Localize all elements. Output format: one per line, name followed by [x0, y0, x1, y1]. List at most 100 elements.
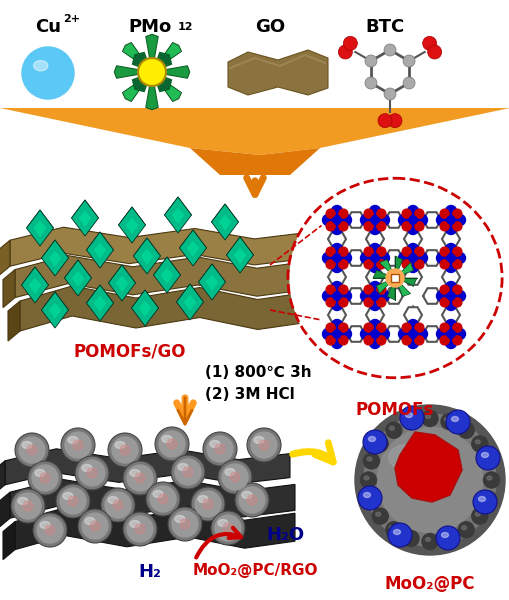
- Polygon shape: [118, 207, 145, 243]
- Circle shape: [370, 254, 378, 262]
- Circle shape: [369, 223, 380, 235]
- Circle shape: [259, 440, 268, 450]
- Circle shape: [101, 488, 135, 522]
- Polygon shape: [153, 257, 166, 277]
- Polygon shape: [394, 262, 413, 278]
- Ellipse shape: [425, 415, 430, 419]
- Circle shape: [221, 464, 247, 490]
- Polygon shape: [85, 200, 98, 220]
- Circle shape: [363, 209, 373, 218]
- Polygon shape: [131, 290, 145, 310]
- Circle shape: [113, 500, 123, 510]
- Polygon shape: [192, 230, 206, 250]
- Polygon shape: [0, 461, 5, 495]
- Polygon shape: [211, 204, 224, 224]
- Circle shape: [472, 490, 496, 514]
- Circle shape: [19, 437, 45, 463]
- Circle shape: [340, 329, 351, 340]
- Polygon shape: [131, 52, 152, 72]
- Circle shape: [483, 472, 498, 488]
- Circle shape: [376, 247, 385, 256]
- Ellipse shape: [85, 517, 95, 524]
- Text: POMOFs/GO: POMOFs/GO: [74, 342, 186, 360]
- Circle shape: [402, 247, 410, 256]
- Circle shape: [416, 214, 427, 226]
- Ellipse shape: [474, 440, 479, 444]
- Circle shape: [475, 446, 499, 470]
- Circle shape: [79, 460, 105, 486]
- Circle shape: [360, 253, 371, 263]
- Polygon shape: [41, 240, 55, 260]
- Circle shape: [363, 260, 373, 269]
- Circle shape: [439, 298, 448, 307]
- Circle shape: [325, 285, 334, 294]
- Text: H₂O: H₂O: [265, 526, 303, 544]
- Circle shape: [471, 436, 487, 452]
- Circle shape: [446, 330, 454, 338]
- Circle shape: [322, 290, 333, 301]
- Circle shape: [385, 422, 401, 438]
- Polygon shape: [233, 248, 246, 264]
- Circle shape: [416, 329, 427, 340]
- Circle shape: [40, 473, 50, 483]
- Polygon shape: [390, 274, 398, 282]
- Ellipse shape: [441, 533, 447, 538]
- Text: MoO₂@PC: MoO₂@PC: [384, 575, 474, 593]
- Circle shape: [45, 525, 55, 535]
- Polygon shape: [8, 301, 20, 341]
- Circle shape: [369, 319, 380, 331]
- Polygon shape: [205, 275, 218, 291]
- Circle shape: [363, 453, 379, 469]
- Polygon shape: [26, 210, 40, 230]
- Circle shape: [127, 516, 153, 542]
- Circle shape: [440, 530, 456, 547]
- Circle shape: [376, 260, 385, 269]
- Circle shape: [360, 290, 371, 301]
- Circle shape: [15, 433, 49, 467]
- Polygon shape: [372, 271, 394, 278]
- Polygon shape: [218, 215, 231, 231]
- Polygon shape: [394, 278, 410, 296]
- Polygon shape: [145, 290, 158, 310]
- Ellipse shape: [366, 495, 371, 499]
- Text: GO: GO: [254, 18, 285, 36]
- Circle shape: [407, 337, 418, 349]
- Circle shape: [402, 413, 418, 430]
- Polygon shape: [179, 230, 206, 266]
- Ellipse shape: [162, 436, 172, 443]
- Circle shape: [387, 523, 411, 547]
- Polygon shape: [132, 207, 145, 227]
- Circle shape: [408, 254, 416, 262]
- Polygon shape: [48, 251, 61, 267]
- Circle shape: [402, 336, 410, 345]
- Circle shape: [331, 223, 342, 235]
- Circle shape: [416, 253, 427, 263]
- Circle shape: [378, 214, 389, 226]
- Circle shape: [427, 45, 441, 59]
- Circle shape: [439, 323, 448, 332]
- Circle shape: [402, 530, 418, 547]
- Text: MoO₂@PC/RGO: MoO₂@PC/RGO: [192, 563, 317, 577]
- Polygon shape: [224, 204, 238, 224]
- Circle shape: [363, 247, 373, 256]
- Ellipse shape: [34, 61, 48, 71]
- Circle shape: [436, 290, 446, 301]
- Circle shape: [338, 298, 347, 307]
- Circle shape: [363, 285, 373, 294]
- Circle shape: [37, 517, 63, 543]
- Text: POMOFs: POMOFs: [355, 401, 433, 419]
- Circle shape: [369, 244, 380, 254]
- Circle shape: [325, 298, 334, 307]
- Circle shape: [454, 329, 465, 340]
- Polygon shape: [34, 221, 46, 237]
- Polygon shape: [41, 240, 68, 276]
- Polygon shape: [172, 208, 184, 224]
- Circle shape: [158, 494, 167, 504]
- Circle shape: [32, 465, 58, 491]
- Circle shape: [331, 281, 342, 292]
- Circle shape: [60, 488, 86, 514]
- Circle shape: [363, 414, 495, 546]
- Circle shape: [222, 523, 233, 533]
- Circle shape: [322, 329, 333, 340]
- Polygon shape: [164, 197, 178, 217]
